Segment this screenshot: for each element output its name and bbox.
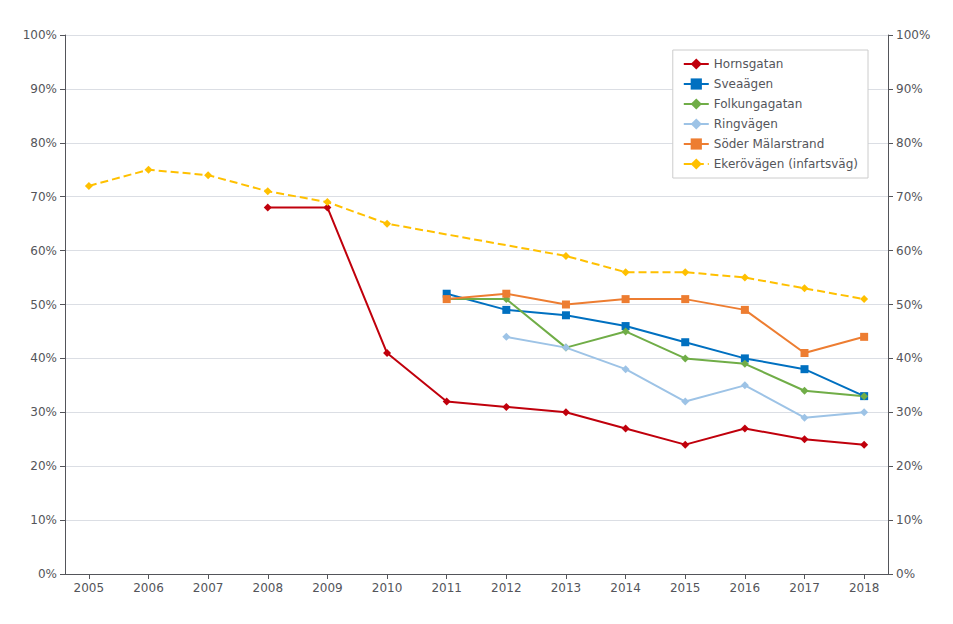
svg-text:Sveaägen: Sveaägen (714, 77, 773, 91)
svg-text:80%: 80% (30, 136, 57, 150)
svg-text:2005: 2005 (74, 581, 105, 595)
svg-text:10%: 10% (30, 513, 57, 527)
svg-text:2011: 2011 (431, 581, 462, 595)
svg-text:Hornsgatan: Hornsgatan (714, 57, 784, 71)
svg-text:60%: 60% (896, 244, 923, 258)
svg-text:2014: 2014 (610, 581, 641, 595)
svg-text:Söder Mälarstrand: Söder Mälarstrand (714, 137, 825, 151)
svg-text:60%: 60% (30, 244, 57, 258)
svg-text:Folkungagatan: Folkungagatan (714, 97, 803, 111)
svg-text:50%: 50% (30, 298, 57, 312)
svg-text:80%: 80% (896, 136, 923, 150)
svg-text:2007: 2007 (193, 581, 224, 595)
svg-text:Ringvägen: Ringvägen (714, 117, 778, 131)
svg-text:90%: 90% (30, 82, 57, 96)
svg-text:2010: 2010 (372, 581, 403, 595)
svg-text:90%: 90% (896, 82, 923, 96)
svg-text:2006: 2006 (133, 581, 164, 595)
svg-text:2009: 2009 (312, 581, 343, 595)
svg-text:2017: 2017 (789, 581, 820, 595)
svg-text:0%: 0% (38, 567, 57, 581)
svg-text:100%: 100% (896, 28, 930, 42)
svg-text:20%: 20% (896, 459, 923, 473)
svg-text:30%: 30% (30, 405, 57, 419)
svg-text:100%: 100% (23, 28, 57, 42)
svg-text:10%: 10% (896, 513, 923, 527)
svg-text:2008: 2008 (252, 581, 283, 595)
svg-text:2012: 2012 (491, 581, 522, 595)
svg-text:40%: 40% (30, 351, 57, 365)
svg-text:70%: 70% (30, 190, 57, 204)
svg-text:2015: 2015 (670, 581, 701, 595)
svg-text:70%: 70% (896, 190, 923, 204)
svg-text:40%: 40% (896, 351, 923, 365)
svg-text:2018: 2018 (849, 581, 880, 595)
svg-text:20%: 20% (30, 459, 57, 473)
svg-text:Ekerövägen (infartsväg): Ekerövägen (infartsväg) (714, 157, 858, 171)
svg-text:2016: 2016 (730, 581, 761, 595)
svg-text:2013: 2013 (551, 581, 582, 595)
svg-text:50%: 50% (896, 298, 923, 312)
svg-text:0%: 0% (896, 567, 915, 581)
svg-text:30%: 30% (896, 405, 923, 419)
